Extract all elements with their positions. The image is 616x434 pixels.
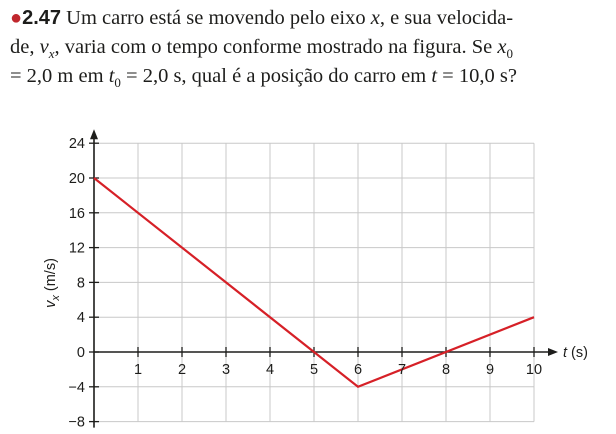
y-tick-label: 16	[69, 206, 85, 222]
x-tick-label: 7	[398, 362, 406, 378]
x-tick-label: 9	[486, 362, 494, 378]
x-tick-label: 3	[222, 362, 230, 378]
y-tick-label: 8	[77, 275, 85, 291]
y-tick-label: 20	[69, 171, 85, 187]
var-v: v	[39, 36, 49, 58]
problem-text-2: , e sua velocida-	[379, 7, 514, 29]
x-tick-label: 8	[442, 362, 450, 378]
series	[93, 177, 535, 389]
x-tick-label: 6	[354, 362, 362, 378]
y-tick-label: −4	[68, 380, 85, 396]
velocity-line	[93, 177, 535, 389]
var-x0-sub: 0	[506, 46, 514, 61]
problem-text-4: , varia com o tempo conforme mostrado na…	[54, 36, 498, 58]
y-tick-label: 12	[69, 241, 85, 257]
var-x: x	[370, 7, 380, 29]
axes	[89, 129, 558, 428]
bullet-icon: ●	[10, 7, 23, 29]
x-axis-label: t (s)	[563, 345, 588, 361]
problem-text-3: de,	[10, 36, 40, 58]
problem-text-5: = 2,0 m em	[10, 65, 109, 87]
x-tick-label: 2	[178, 362, 186, 378]
problem-text-7: = 10,0 s?	[437, 65, 517, 87]
y-axis-arrow-icon	[90, 129, 98, 140]
x-axis-arrow-icon	[548, 348, 558, 356]
var-t0: t	[108, 65, 115, 87]
var-v-sub: x	[48, 46, 55, 61]
y-tick-label: 24	[69, 136, 85, 152]
problem-text-1: Um carro está se movendo pelo eixo	[61, 7, 371, 29]
problem-text-6: = 2,0 s, qual é a posição do carro em	[120, 65, 432, 87]
problem-line-2: de, vx, varia com o tempo conforme mostr…	[10, 33, 608, 62]
y-tick-label: 4	[77, 310, 85, 326]
y-axis-label: vx (m/s)	[43, 258, 62, 308]
x-tick-label: 1	[134, 362, 142, 378]
problem-number: 2.47	[22, 7, 62, 29]
y-tick-label: 0	[77, 345, 85, 361]
x-tick-label: 10	[526, 362, 542, 378]
var-t0-sub: 0	[114, 75, 121, 90]
problem-line-3: = 2,0 m em t0 = 2,0 s, qual é a posição …	[10, 62, 608, 91]
y-tick-label: −8	[68, 415, 85, 431]
x-tick-label: 4	[266, 362, 274, 378]
problem-statement: ●2.47 Um carro está se movendo pelo eixo…	[10, 4, 608, 91]
var-x0: x	[497, 36, 507, 58]
grid	[94, 142, 535, 423]
problem-line-1: ●2.47 Um carro está se movendo pelo eixo…	[10, 4, 608, 33]
var-t: t	[431, 65, 438, 87]
x-tick-label: 5	[310, 362, 318, 378]
